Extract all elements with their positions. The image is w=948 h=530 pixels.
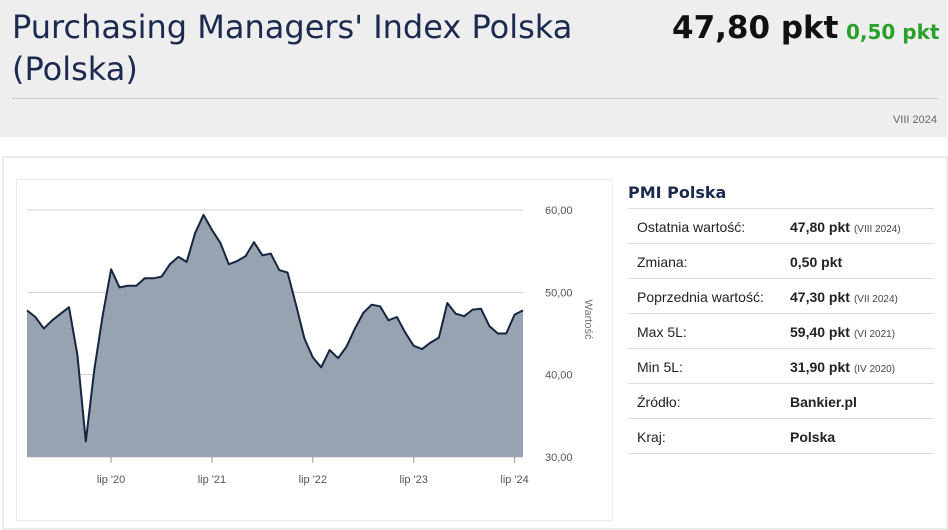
header-divider: [12, 98, 938, 99]
x-tick-label: lip '23: [400, 474, 428, 486]
stats-value-text: 0,50 pkt: [790, 254, 843, 270]
stats-label: Kraj:: [637, 429, 666, 445]
stats-value: 31,90 pkt (IV 2020): [790, 359, 895, 375]
current-value: 47,80 pkt: [672, 10, 839, 46]
stats-row: Źródło: Bankier.pl: [628, 384, 934, 419]
stats-value-date: (VI 2021): [853, 329, 896, 340]
stats-label: Zmiana:: [637, 254, 688, 270]
stats-value-text: Bankier.pl: [790, 394, 857, 410]
y-tick-label: 50,00: [545, 287, 573, 299]
stats-row: Ostatnia wartość: 47,80 pkt (VIII 2024): [628, 209, 934, 244]
stats-label: Min 5L:: [637, 359, 683, 375]
stats-value: 47,80 pkt (VIII 2024): [790, 219, 901, 235]
stats-value-date: (VIII 2024): [853, 224, 901, 235]
stats-label: Ostatnia wartość:: [637, 219, 746, 235]
stats-label: Max 5L:: [637, 324, 687, 340]
y-tick-label: 60,00: [545, 205, 573, 217]
stats-value-text: Polska: [790, 429, 836, 445]
y-tick-label: 30,00: [545, 452, 573, 464]
stats-value: Bankier.pl: [790, 394, 857, 410]
period-label: VIII 2024: [892, 114, 937, 126]
x-tick-label: lip '22: [299, 474, 327, 486]
stats-label: Poprzednia wartość:: [637, 289, 764, 305]
x-tick-label: lip '24: [500, 474, 528, 486]
stats-value-text: 59,40 pkt: [790, 324, 850, 340]
y-axis-title: Wartość: [582, 300, 594, 340]
series-line: [26, 213, 524, 443]
stats-value-date: (VII 2024): [853, 294, 898, 305]
stats-value: 47,30 pkt (VII 2024): [790, 289, 898, 305]
stats-row: Kraj: Polska: [628, 419, 934, 454]
x-tick-label: lip '20: [97, 474, 125, 486]
stats-value-text: 47,30 pkt: [790, 289, 850, 305]
stats-value-text: 31,90 pkt: [790, 359, 850, 375]
stats-row: Max 5L: 59,40 pkt (VI 2021): [628, 314, 934, 349]
series-area: [27, 214, 523, 457]
stats-table: Ostatnia wartość: 47,80 pkt (VIII 2024) Zmi…: [628, 208, 934, 454]
y-axis-ticks: 30,00 40,00 50,00 60,00: [545, 205, 573, 464]
stats-row: Poprzednia wartość: 47,30 pkt (VII 2024): [628, 279, 934, 314]
chart-container: 30,00 40,00 50,00 60,00 lip '20 lip '21 lip '…: [16, 179, 613, 521]
stats-row: Zmiana: 0,50 pkt: [628, 244, 934, 279]
page-title: Purchasing Managers' Index Polska (Polsk…: [12, 8, 573, 88]
stats-value-text: 47,80 pkt: [790, 219, 850, 235]
stats-value: Polska: [790, 429, 835, 445]
stats-value: 0,50 pkt: [790, 254, 842, 270]
stats-value: 59,40 pkt (VI 2021): [790, 324, 895, 340]
value-change: 0,50 pkt: [846, 20, 940, 44]
stats-value-date: (IV 2020): [853, 364, 896, 375]
y-tick-label: 40,00: [545, 370, 573, 382]
stats-label: Źródło:: [637, 394, 681, 410]
stats-row: Min 5L: 31,90 pkt (IV 2020): [628, 349, 934, 384]
x-axis-ticks: lip '20 lip '21 lip '22 lip '23 lip '24: [97, 457, 529, 486]
header: Purchasing Managers' Index Polska (Polsk…: [0, 0, 947, 137]
table-title: PMI Polska: [628, 183, 727, 202]
x-tick-label: lip '21: [198, 474, 226, 486]
